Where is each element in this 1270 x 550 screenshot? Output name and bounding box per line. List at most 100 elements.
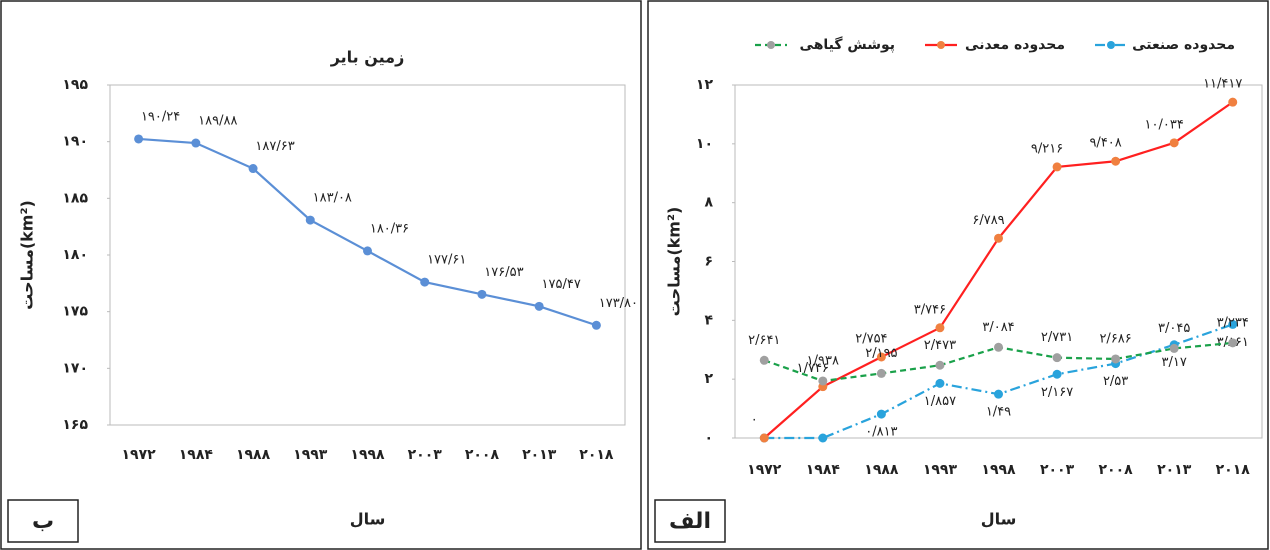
y-tick-label: ۱۹۵ [62, 77, 88, 93]
y-tick-label: ۱۲ [696, 77, 714, 93]
data-label: ۱/۸۵۷ [924, 394, 956, 409]
data-point [1170, 138, 1179, 147]
data-label: ۳/۰۸۴ [982, 320, 1014, 335]
legend-label: پوشش گیاهی [800, 36, 895, 53]
x-tick-label: ۱۹۸۸ [864, 462, 899, 478]
data-point [935, 379, 944, 388]
y-tick-label: ۶ [704, 254, 713, 270]
panel-label: ب [32, 509, 54, 534]
y-axis-title: مساحت(km²) [18, 200, 37, 310]
x-tick-label: ۲۰۱۳ [1157, 462, 1192, 478]
y-tick-label: ۱۰ [696, 136, 713, 152]
data-point [1111, 354, 1120, 363]
data-point [818, 434, 827, 443]
data-point [1053, 162, 1062, 171]
data-point [1111, 157, 1120, 166]
x-tick-label: ۱۹۸۴ [806, 462, 841, 478]
legend-marker [937, 41, 945, 49]
data-label: ۱۷۷/۶۱ [427, 253, 466, 268]
data-point [994, 343, 1003, 352]
data-point [592, 321, 601, 330]
data-point [935, 323, 944, 332]
data-point [1228, 98, 1237, 107]
data-point [306, 216, 315, 225]
data-label: ۱۸۹/۸۸ [198, 114, 237, 129]
data-label: ۲/۱۶۷ [1041, 385, 1073, 400]
x-tick-label: ۱۹۷۲ [122, 447, 157, 463]
y-tick-label: ۸ [704, 195, 713, 211]
data-point [1228, 338, 1237, 347]
x-tick-label: ۱۹۹۳ [923, 462, 958, 478]
data-point [935, 361, 944, 370]
data-label: ۱۷۵/۴۷ [542, 277, 581, 292]
data-point [994, 234, 1003, 243]
data-label: ۳/۰۴۵ [1158, 321, 1190, 336]
data-point [249, 164, 258, 173]
y-tick-label: ۱۸۰ [62, 247, 88, 263]
data-point [760, 434, 769, 443]
x-tick-label: ۱۹۷۲ [747, 462, 782, 478]
y-tick-label: ۱۹۰ [62, 134, 88, 150]
data-label: ۹/۲۱۶ [1031, 141, 1063, 156]
data-label: ۱۱/۴۱۷ [1203, 77, 1242, 92]
data-label: ۲/۱۹۵ [865, 346, 897, 361]
data-label: ۲/۷۳۱ [1041, 330, 1073, 345]
series-line [764, 102, 1232, 438]
x-tick-label: ۱۹۹۸ [981, 462, 1016, 478]
data-label: ۲/۷۵۴ [855, 331, 887, 346]
x-axis-title: سال [350, 510, 386, 529]
data-label: ۱/۴۹ [986, 405, 1011, 420]
y-tick-label: ۱۷۵ [62, 304, 88, 320]
x-tick-label: ۲۰۰۳ [408, 447, 443, 463]
data-label: ۱۷۶/۵۳ [484, 265, 523, 280]
y-tick-label: ۴ [704, 312, 713, 328]
x-tick-label: ۱۹۸۴ [179, 447, 214, 463]
data-point [1053, 370, 1062, 379]
data-label: ۰/۸۱۳ [865, 425, 897, 440]
data-label: ۱۰/۰۳۴ [1145, 117, 1184, 132]
data-point [535, 302, 544, 311]
y-axis-title: مساحت(km²) [665, 207, 684, 317]
data-label: ۶/۷۸۹ [972, 213, 1004, 228]
data-label: ۲/۶۴۱ [748, 333, 780, 348]
x-tick-label: ۲۰۱۸ [579, 447, 614, 463]
x-tick-label: ۱۹۸۸ [236, 447, 271, 463]
x-tick-label: ۲۰۰۸ [1099, 462, 1134, 478]
y-tick-label: ۱۷۰ [62, 360, 88, 376]
data-label: ۱۸۳/۰۸ [313, 191, 352, 206]
legend-marker [1107, 41, 1115, 49]
data-point [760, 356, 769, 365]
figure: زمین بایر۱۶۵۱۷۰۱۷۵۱۸۰۱۸۵۱۹۰۱۹۵۱۹۷۲۱۹۸۴۱۹… [0, 0, 1270, 550]
chart-title: زمین بایر [330, 48, 405, 67]
y-tick-label: ۰ [704, 430, 713, 446]
data-label: ۲/۴۷۳ [924, 338, 956, 353]
data-point [1053, 353, 1062, 362]
data-point [477, 290, 486, 299]
data-label: ۰ [751, 413, 758, 428]
panel-frame [1, 1, 641, 549]
data-point [877, 410, 886, 419]
legend-label: محدوده صنعتی [1132, 37, 1235, 53]
data-point [420, 278, 429, 287]
data-point [818, 376, 827, 385]
data-point [1170, 344, 1179, 353]
data-point [363, 246, 372, 255]
data-label: ۲/۵۳ [1103, 374, 1128, 389]
x-tick-label: ۲۰۰۸ [465, 447, 500, 463]
data-label: ۱۸۷/۶۳ [255, 139, 294, 154]
data-label: ۳/۱۷ [1162, 355, 1187, 370]
data-label: ۱۸۰/۳۶ [370, 221, 409, 236]
y-tick-label: ۱۶۵ [62, 417, 88, 433]
data-label: ۳/۷۴۶ [914, 302, 946, 317]
data-point [994, 390, 1003, 399]
data-label: ۱۹۰/۲۴ [141, 109, 180, 124]
data-label: ۱/۹۳۸ [807, 353, 839, 368]
x-tick-label: ۲۰۱۸ [1216, 462, 1251, 478]
data-point [877, 369, 886, 378]
data-label: ۱۷۳/۸۰ [599, 296, 638, 311]
legend-label: محدوده معدنی [965, 37, 1065, 53]
x-tick-label: ۱۹۹۳ [293, 447, 328, 463]
data-label: ۲/۶۸۶ [1099, 331, 1131, 346]
y-tick-label: ۲ [704, 371, 713, 387]
data-point [134, 134, 143, 143]
